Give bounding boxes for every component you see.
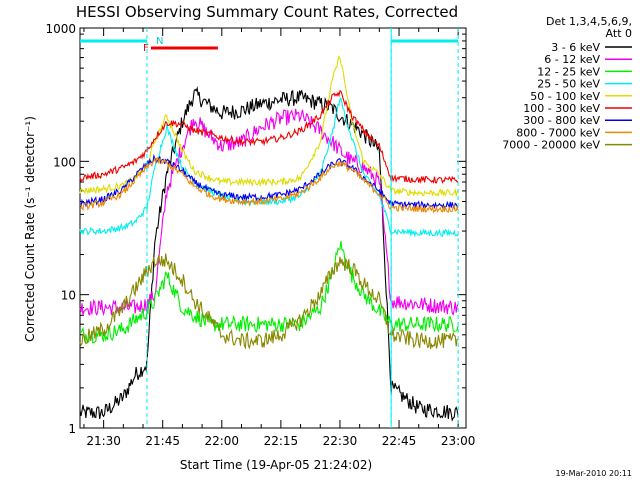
legend-header-line2: Att 0 bbox=[606, 27, 632, 40]
y-axis-label: Corrected Count Rate (s⁻¹ detector⁻¹) bbox=[23, 116, 37, 342]
series-line-2 bbox=[79, 240, 459, 344]
legend-label-0: 3 - 6 keV bbox=[551, 41, 600, 54]
x-tick-label: 22:45 bbox=[382, 434, 417, 448]
x-tick-label: 21:30 bbox=[86, 434, 121, 448]
x-tick-label: 22:00 bbox=[204, 434, 239, 448]
chart-title: HESSI Observing Summary Count Rates, Cor… bbox=[76, 3, 458, 21]
legend-label-4: 50 - 100 keV bbox=[530, 90, 600, 103]
legend-label-6: 300 - 800 keV bbox=[523, 114, 600, 127]
series-line-8 bbox=[79, 253, 459, 350]
plot-frame bbox=[79, 27, 467, 429]
y-tick-label: 10 bbox=[61, 289, 76, 303]
x-tick-label: 22:15 bbox=[264, 434, 299, 448]
y-tick-label: 1 bbox=[68, 422, 76, 436]
footer-date: 19-Mar-2010 20:11 bbox=[556, 469, 633, 478]
series-line-0 bbox=[79, 86, 459, 422]
y-tick-label: 1000 bbox=[45, 22, 76, 36]
n-marker-label: N bbox=[156, 36, 163, 47]
x-tick-label: 21:45 bbox=[145, 434, 180, 448]
legend-label-5: 100 - 300 keV bbox=[523, 102, 600, 115]
x-tick-label: 23:00 bbox=[441, 434, 476, 448]
series-line-5 bbox=[79, 90, 459, 185]
f-marker-label: F bbox=[143, 43, 149, 54]
legend-label-1: 6 - 12 keV bbox=[544, 53, 600, 66]
x-axis-label: Start Time (19-Apr-05 21:24:02) bbox=[180, 458, 372, 472]
legend-header-line1: Det 1,3,4,5,6,9, bbox=[546, 15, 632, 28]
legend-label-8: 7000 - 20000 keV bbox=[502, 139, 600, 152]
series-line-7 bbox=[79, 156, 459, 214]
legend-label-2: 12 - 25 keV bbox=[537, 65, 600, 78]
legend-label-7: 800 - 7000 keV bbox=[516, 126, 600, 139]
legend-label-3: 25 - 50 keV bbox=[537, 78, 600, 91]
y-tick-label: 100 bbox=[53, 155, 76, 169]
x-tick-label: 22:30 bbox=[323, 434, 358, 448]
series-line-3 bbox=[79, 96, 459, 238]
series-line-6 bbox=[79, 153, 459, 210]
